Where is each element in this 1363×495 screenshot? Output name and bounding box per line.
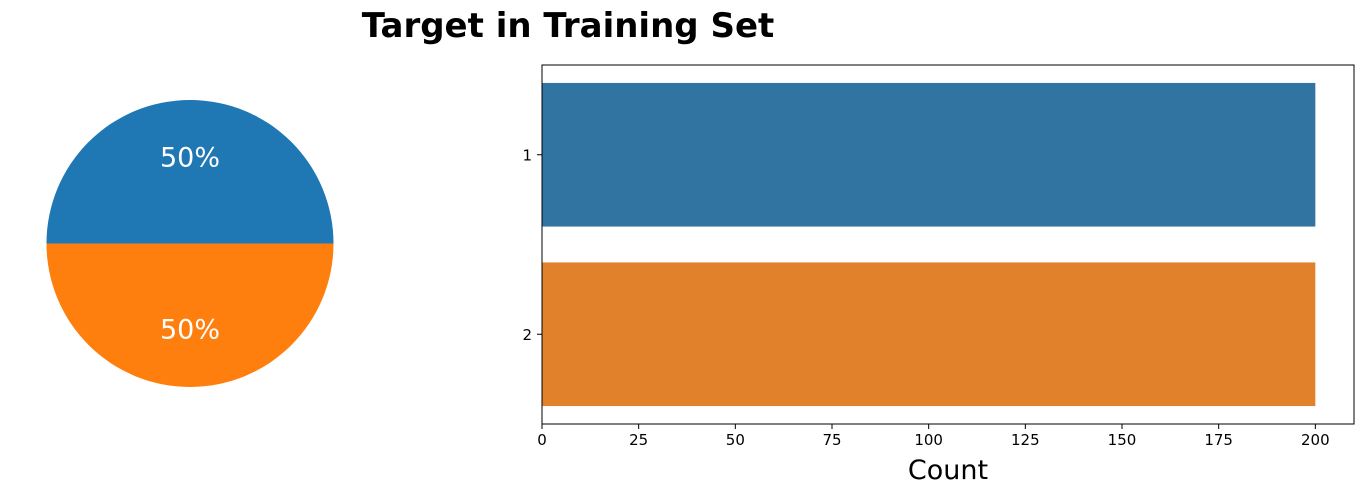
x-tick-label: 75 [822,431,841,449]
x-tick-label: 125 [1011,431,1040,449]
pie-chart: 50% 50% [46,100,334,387]
bar-2 [542,262,1316,407]
x-tick-label: 50 [726,431,745,449]
x-axis-label: Count [908,455,988,486]
x-tick-label: 25 [629,431,648,449]
pie-slice-2 [46,243,334,387]
y-tick-label: 1 [522,146,532,164]
x-axis-ticks: 0 25 50 75 100 125 150 175 200 [537,424,1330,449]
x-tick-label: 200 [1301,431,1330,449]
y-tick-label: 2 [522,326,532,344]
x-tick-label: 0 [537,431,547,449]
pie-label-2: 50% [160,315,220,346]
bar-chart: 0 25 50 75 100 125 150 175 200 12 Count [522,64,1355,486]
y-axis-ticks: 12 [522,146,542,344]
pie-label-1: 50% [160,142,220,173]
plot-frame [541,64,1355,425]
pie-slice-1 [46,100,334,244]
x-tick-label: 100 [914,431,943,449]
bar-1 [542,82,1316,227]
x-tick-label: 175 [1204,431,1233,449]
x-tick-label: 150 [1108,431,1137,449]
figure-title: Target in Training Set [362,6,775,46]
bar-marks [542,82,1316,407]
